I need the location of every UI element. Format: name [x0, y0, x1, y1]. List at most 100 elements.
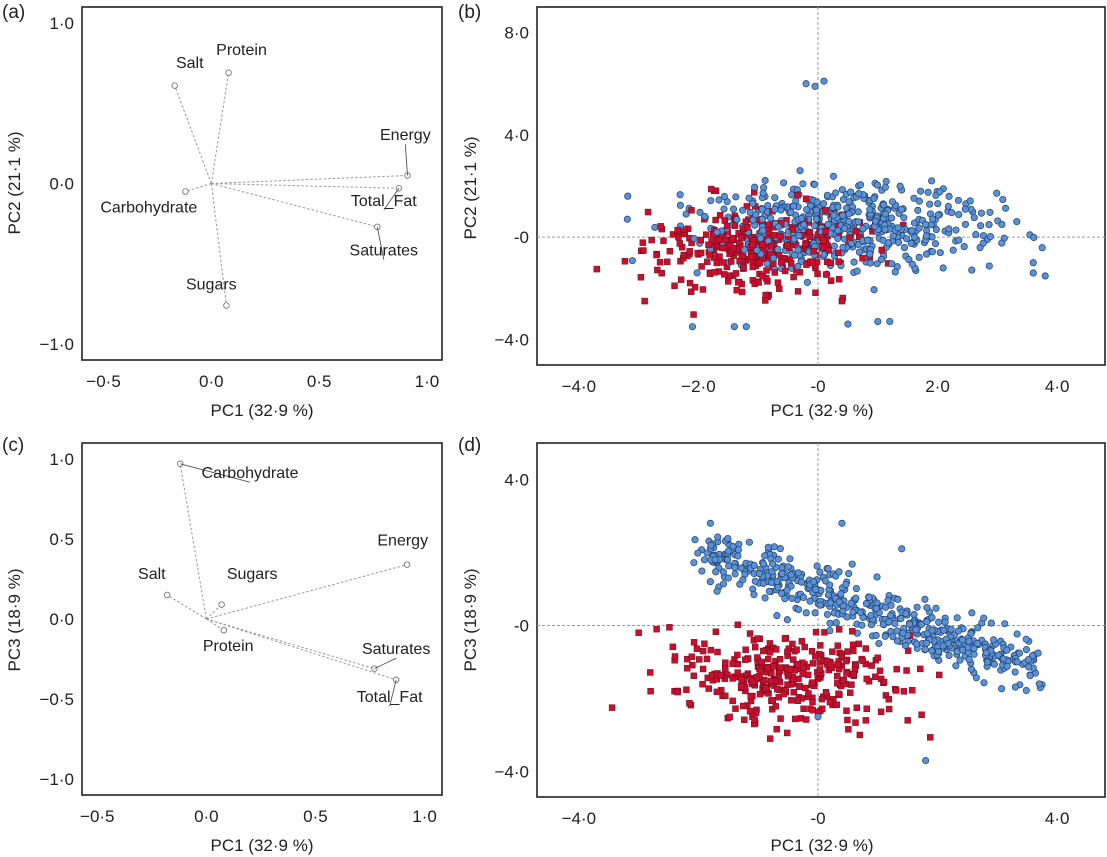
- data-point-blue-circle: [759, 189, 767, 197]
- data-point-blue-circle: [923, 618, 931, 626]
- data-point-blue-circle: [802, 80, 810, 88]
- panel-c-xtick-label: −0·5: [80, 807, 115, 826]
- data-point-blue-circle: [932, 604, 940, 612]
- data-point-blue-circle: [751, 577, 759, 585]
- data-point-red-square: [917, 665, 924, 673]
- panel-d-xtick-label: 4·0: [1045, 809, 1070, 828]
- data-point-blue-circle: [820, 250, 828, 259]
- data-point-red-square: [862, 645, 869, 652]
- data-point-blue-circle: [932, 225, 940, 234]
- data-point-blue-circle: [1003, 646, 1011, 654]
- data-point-blue-circle: [910, 219, 918, 227]
- data-point-blue-circle: [928, 248, 936, 256]
- panel-c-ylabel: PC3 (18·9 %): [5, 569, 24, 672]
- data-point-blue-circle: [893, 627, 901, 635]
- data-point-red-square: [845, 726, 852, 733]
- data-point-blue-circle: [676, 201, 684, 209]
- data-point-blue-circle: [934, 200, 942, 208]
- data-point-blue-circle: [922, 232, 930, 240]
- data-point-red-square: [776, 656, 784, 663]
- data-point-blue-circle: [810, 578, 818, 586]
- panel-b-ytick-label: -0: [514, 228, 529, 247]
- data-point-blue-circle: [915, 197, 923, 205]
- panel-b: (b) −4·0 −2·0 -0 2·0 4·0 8·0 4·0 -0 −4·0 PC1 (3…: [458, 2, 1106, 420]
- data-point-red-square: [699, 286, 707, 293]
- data-point-blue-circle: [788, 191, 796, 199]
- data-point-red-square: [798, 638, 806, 645]
- panel-a-xtick-label: 0·0: [199, 372, 224, 391]
- data-point-blue-circle: [886, 317, 894, 326]
- data-point-blue-circle: [977, 209, 985, 217]
- loading-vector-carbohydrate: [185, 183, 212, 193]
- data-point-red-square: [689, 661, 696, 669]
- data-point-red-square: [835, 626, 843, 633]
- data-point-red-square: [863, 705, 870, 713]
- data-point-red-square: [714, 648, 721, 656]
- data-point-blue-circle: [623, 215, 631, 223]
- data-point-red-square: [754, 654, 761, 661]
- data-point-blue-circle: [928, 647, 936, 655]
- data-point-red-square: [874, 654, 882, 661]
- data-point-blue-circle: [796, 167, 804, 175]
- data-point-blue-circle: [961, 220, 969, 228]
- panel-b-ytick-label: 4·0: [504, 126, 529, 145]
- data-point-blue-circle: [899, 629, 907, 637]
- data-point-blue-circle: [934, 648, 942, 656]
- data-point-red-square: [856, 731, 864, 739]
- data-point-blue-circle: [761, 594, 769, 602]
- data-point-blue-circle: [835, 598, 843, 606]
- data-point-blue-circle: [882, 177, 890, 185]
- data-point-red-square: [747, 692, 754, 700]
- loading-label-sugars: Sugars: [227, 566, 278, 583]
- data-point-blue-circle: [719, 580, 728, 588]
- data-point-red-square: [868, 662, 875, 669]
- data-point-blue-circle: [733, 216, 741, 224]
- data-point-blue-circle: [936, 188, 944, 196]
- data-point-blue-circle: [865, 593, 873, 601]
- data-point-blue-circle: [693, 269, 701, 277]
- data-point-blue-circle: [911, 233, 919, 241]
- data-point-red-square: [780, 690, 788, 698]
- data-point-blue-circle: [902, 610, 910, 618]
- data-point-red-square: [826, 698, 834, 706]
- loading-leader-carbohydrate: [180, 463, 251, 483]
- data-point-blue-circle: [872, 631, 880, 640]
- data-point-red-square: [656, 259, 664, 266]
- data-point-blue-circle: [821, 577, 830, 585]
- data-point-red-square: [809, 660, 817, 667]
- data-point-blue-circle: [787, 208, 795, 216]
- data-point-blue-circle: [780, 179, 788, 187]
- data-point-red-square: [792, 715, 799, 723]
- data-point-blue-circle: [898, 545, 906, 553]
- data-point-blue-circle: [852, 585, 860, 593]
- data-point-blue-circle: [720, 205, 728, 213]
- data-point-red-square: [660, 237, 667, 245]
- data-point-red-square: [852, 719, 859, 726]
- data-point-blue-circle: [948, 209, 956, 217]
- loading-leader-saturates: [374, 657, 397, 670]
- data-point-red-square: [737, 683, 745, 690]
- data-point-blue-circle: [872, 217, 880, 225]
- data-point-blue-circle: [922, 220, 930, 229]
- data-point-blue-circle: [829, 172, 838, 180]
- data-point-blue-circle: [745, 194, 753, 202]
- data-point-blue-circle: [866, 250, 874, 258]
- data-point-red-square: [903, 667, 910, 674]
- data-point-blue-circle: [928, 233, 936, 241]
- data-point-blue-circle: [811, 222, 819, 230]
- data-point-red-square: [893, 687, 900, 694]
- data-point-blue-circle: [698, 567, 706, 575]
- data-point-red-square: [766, 735, 774, 742]
- data-point-blue-circle: [764, 201, 772, 210]
- data-point-red-square: [738, 676, 745, 684]
- data-point-blue-circle: [929, 215, 937, 223]
- data-point-blue-circle: [732, 193, 740, 201]
- data-point-blue-circle: [1035, 680, 1043, 688]
- data-point-red-square: [676, 240, 684, 247]
- data-point-blue-circle: [888, 198, 896, 206]
- data-point-red-square: [701, 640, 708, 647]
- data-point-red-square: [762, 684, 769, 692]
- data-point-red-square: [784, 681, 791, 688]
- data-point-red-square: [767, 677, 775, 685]
- data-point-blue-circle: [749, 585, 757, 593]
